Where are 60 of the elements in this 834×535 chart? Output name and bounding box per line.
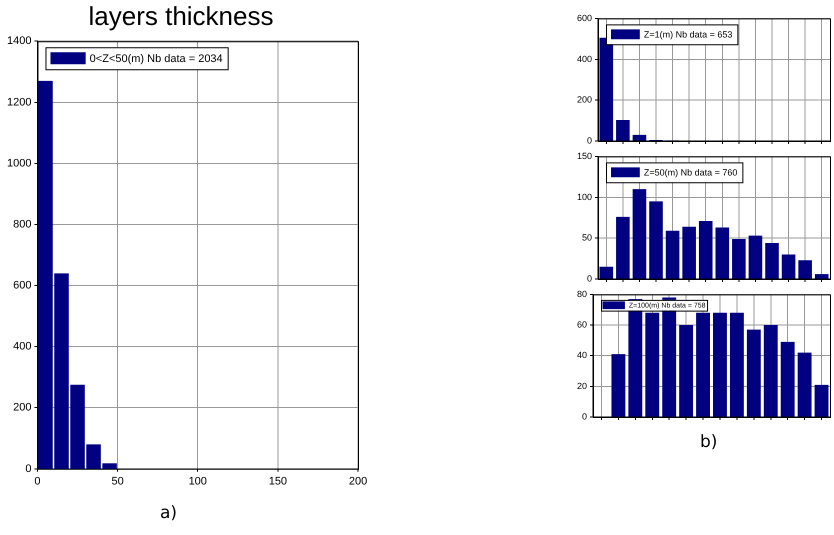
y-tick-label: 100	[576, 192, 592, 202]
x-tick-label: 150	[268, 475, 288, 488]
bar	[632, 134, 646, 140]
y-tick-label: 1400	[6, 35, 32, 48]
y-tick-label: 60	[576, 320, 588, 330]
bar	[716, 228, 730, 278]
bar	[649, 201, 663, 278]
y-tick-label: 40	[576, 350, 588, 360]
x-tick-label: 200	[348, 475, 368, 488]
y-tick-label: 0	[587, 273, 592, 284]
bar	[611, 354, 626, 416]
y-tick-label: 600	[576, 12, 592, 23]
bar	[682, 226, 696, 278]
legend-label: 0<Z<50(m) Nb data = 2034	[90, 52, 223, 65]
y-tick-label: 20	[576, 380, 588, 391]
bar	[798, 260, 812, 278]
chart-title: layers thickness	[88, 0, 274, 31]
y-tick-label: 0	[587, 135, 592, 146]
bar	[696, 312, 710, 416]
legend-label: Z=50(m) Nb data = 760	[644, 167, 738, 178]
bar	[730, 312, 744, 416]
bar	[632, 189, 646, 278]
bar	[814, 274, 829, 278]
bar	[645, 312, 660, 416]
y-tick-label: 80	[576, 288, 588, 299]
bar	[713, 312, 727, 416]
y-tick-label: 200	[576, 94, 592, 105]
bar	[798, 352, 812, 416]
y-tick-label: 800	[13, 218, 32, 230]
y-tick-label: 1200	[6, 96, 32, 108]
y-tick-label: 0	[582, 411, 588, 422]
y-tick-label: 400	[576, 54, 592, 64]
bar	[616, 216, 630, 278]
bar	[780, 342, 795, 416]
bar	[666, 230, 680, 278]
y-tick-label: 50	[582, 232, 592, 243]
bar	[698, 220, 713, 278]
y-tick-label: 0	[25, 462, 32, 475]
y-tick-label: 150	[576, 150, 592, 161]
bar	[765, 243, 779, 278]
bar	[616, 120, 630, 140]
y-tick-label: 1000	[6, 157, 32, 170]
legend-label: Z=1(m) Nb data = 653	[644, 29, 732, 40]
y-tick-label: 400	[13, 340, 32, 353]
x-tick-label: 50	[111, 475, 124, 488]
text: b)	[700, 432, 718, 452]
bar	[748, 236, 762, 278]
bar	[732, 238, 746, 278]
bar	[600, 38, 614, 140]
bar	[764, 325, 778, 416]
x-tick-label: 0	[34, 475, 41, 488]
bar	[814, 384, 828, 416]
bar	[746, 330, 761, 416]
bar	[679, 325, 694, 416]
y-tick-label: 200	[13, 402, 32, 414]
bar	[782, 254, 796, 278]
text: a)	[160, 503, 178, 523]
y-tick-label: 600	[13, 280, 32, 292]
x-tick-label: 100	[188, 475, 207, 488]
bar	[600, 266, 614, 278]
